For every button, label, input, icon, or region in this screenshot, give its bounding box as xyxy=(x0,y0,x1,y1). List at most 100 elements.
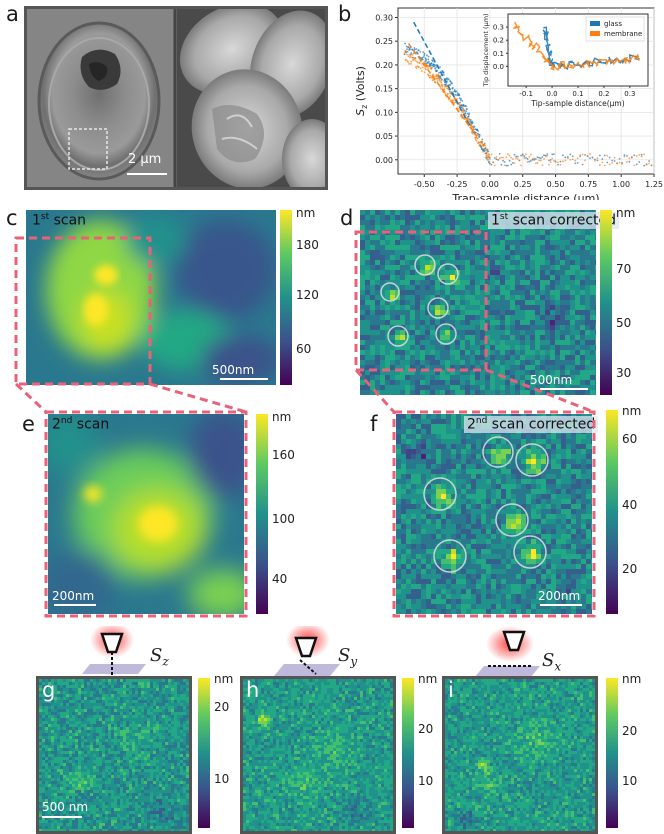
chart-b-point-membrane xyxy=(406,54,408,56)
chart-b-point-membrane xyxy=(648,163,650,165)
chart-b-point-membrane xyxy=(472,133,474,135)
chart-b-xtick-label: 1.00 xyxy=(612,180,630,189)
chart-b-inset-legend-swatch xyxy=(590,31,600,36)
chart-b-point-glass xyxy=(428,56,430,58)
chart-b-point-membrane xyxy=(540,160,542,162)
chart-b-point-membrane xyxy=(537,162,539,164)
chart-b-point-glass xyxy=(477,130,479,132)
chart-b-ytick-label: 0.20 xyxy=(375,61,393,70)
chart-b-inset-ytick-label: 0.1 xyxy=(493,50,504,58)
chart-b-point-glass xyxy=(466,108,468,110)
chart-b-point-glass xyxy=(546,153,548,155)
panel-label-d: d xyxy=(340,206,353,230)
chart-b-point-glass xyxy=(517,156,519,158)
chart-b-point-membrane xyxy=(606,155,608,157)
colorbar-e-tick: 100 xyxy=(272,512,295,526)
chart-b-point-membrane xyxy=(507,153,509,155)
chart-b-ytick-label: 0.00 xyxy=(375,156,393,165)
chart-b-inset-legend-label: glass xyxy=(604,20,622,28)
signal-label-sz: Sz xyxy=(150,645,169,669)
chart-b-point-glass xyxy=(609,157,611,159)
chart-b-point-membrane xyxy=(546,155,548,157)
colorbar-c xyxy=(280,210,292,385)
chart-b-ytick-label: 0.25 xyxy=(375,37,393,46)
chart-b-point-membrane xyxy=(512,158,514,160)
chart-b-point-membrane xyxy=(435,81,437,83)
chart-b-point-glass xyxy=(633,154,635,156)
chart-b-point-membrane xyxy=(412,54,414,56)
chart-b-point-membrane xyxy=(408,63,410,65)
chart-b-point-glass xyxy=(417,53,419,55)
chart-b-point-glass xyxy=(423,56,425,58)
chart-b-point-glass xyxy=(577,162,579,164)
chart-b-point-membrane xyxy=(420,67,422,69)
chart-b-point-membrane xyxy=(469,118,471,120)
panel-e-scalebar xyxy=(54,604,96,606)
chart-b-point-membrane xyxy=(542,164,544,166)
chart-b-point-membrane xyxy=(628,157,630,159)
chart-b-point-membrane xyxy=(424,71,426,73)
chart-b-point-glass xyxy=(491,164,493,166)
heatmap-i xyxy=(442,676,598,834)
panel-f-title: 2nd scan corrected xyxy=(464,416,598,433)
panel-a-scalebar-label: 2 μm xyxy=(128,152,161,167)
chart-b-point-membrane xyxy=(619,162,621,164)
chart-b-point-membrane xyxy=(411,61,413,63)
chart-b-point-glass xyxy=(433,66,435,68)
chart-b-point-glass xyxy=(406,48,408,50)
chart-b-point-membrane xyxy=(473,125,475,127)
chart-b-point-membrane xyxy=(517,158,519,160)
chart-b-point-membrane xyxy=(488,161,490,163)
colorbar-d-tick: 30 xyxy=(616,366,631,380)
chart-b-point-glass xyxy=(525,157,527,159)
chart-b-point-membrane xyxy=(509,155,511,157)
chart-b-point-glass xyxy=(509,160,511,162)
tip-diagram-sy xyxy=(270,626,400,682)
heatmap-d xyxy=(360,210,596,395)
chart-b-point-glass xyxy=(569,153,571,155)
chart-b-point-glass xyxy=(520,155,522,157)
chart-b-point-glass xyxy=(535,158,537,160)
chart-b-point-glass xyxy=(523,155,525,157)
chart-b-ytick-label: 0.15 xyxy=(375,85,393,94)
panel-c-scalebar xyxy=(220,378,268,380)
chart-b-point-membrane xyxy=(543,158,545,160)
chart-b-point-membrane xyxy=(476,140,478,142)
chart-b-point-membrane xyxy=(557,161,559,163)
panel-d-scalebar-label: 500nm xyxy=(530,373,572,387)
chart-b-point-membrane xyxy=(584,159,586,161)
chart-b-point-membrane xyxy=(551,158,553,160)
chart-b-point-glass xyxy=(461,100,463,102)
chart-b-point-glass xyxy=(452,87,454,89)
microscopy-images xyxy=(27,9,325,187)
chart-b-point-glass xyxy=(414,47,416,49)
chart-b-point-membrane xyxy=(440,81,442,83)
chart-b-point-membrane xyxy=(418,66,420,68)
colorbar-g xyxy=(198,678,210,828)
chart-b-point-membrane xyxy=(449,95,451,97)
chart-b-point-membrane xyxy=(545,156,547,158)
colorbar-d-tick: 70 xyxy=(616,262,631,276)
chart-b-point-membrane xyxy=(447,93,449,95)
colorbar-e xyxy=(256,414,268,614)
chart-b-point-membrane xyxy=(519,160,521,162)
chart-b-point-membrane xyxy=(467,118,469,120)
chart-b-point-membrane xyxy=(422,67,424,69)
chart-b-point-membrane xyxy=(624,156,626,158)
chart-b-point-glass xyxy=(439,66,441,68)
chart-b-point-membrane xyxy=(425,69,427,71)
heatmap-f xyxy=(396,414,592,614)
chart-b-point-glass xyxy=(505,165,507,167)
signal-label-sy: Sy xyxy=(338,645,357,669)
panel-g-scalebar-label: 500 nm xyxy=(42,800,88,814)
chart-b-point-glass xyxy=(614,160,616,162)
chart-b-point-membrane xyxy=(562,160,564,162)
chart-b-inset-legend-swatch xyxy=(590,21,600,26)
chart-b-inset-xtick-label: 0.0 xyxy=(547,90,558,98)
chart-b-point-membrane xyxy=(538,160,540,162)
chart-b-point-membrane xyxy=(484,152,486,154)
chart-b-point-membrane xyxy=(609,163,611,165)
chart-b-point-membrane xyxy=(626,161,628,163)
chart-b-point-glass xyxy=(460,98,462,100)
colorbar-e-tick: 160 xyxy=(272,448,295,462)
